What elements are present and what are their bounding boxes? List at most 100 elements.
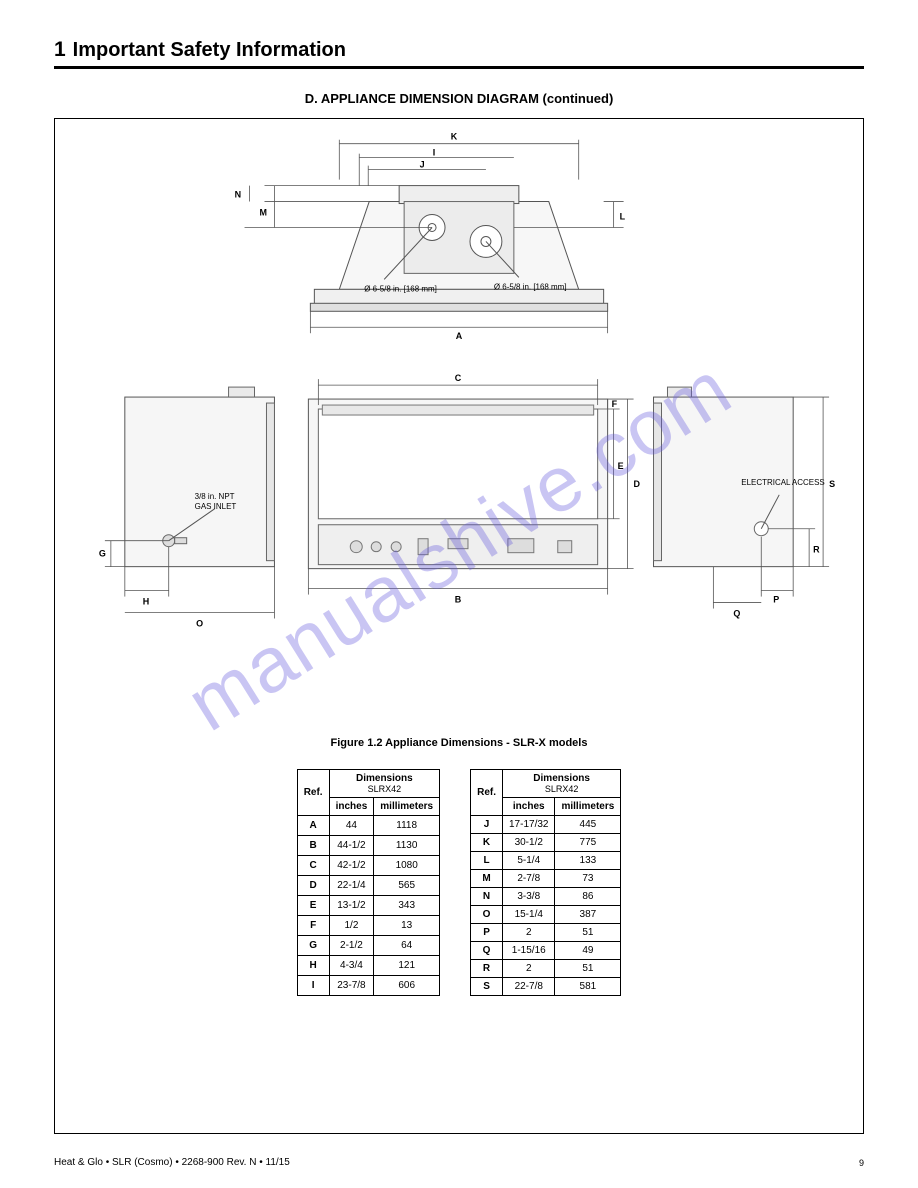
value-cell: 133: [555, 852, 621, 870]
value-cell: 2: [503, 960, 555, 978]
figure-frame: Ø 6-5/8 in. [168 mm] Ø 6-5/8 in. [168 mm…: [54, 118, 864, 1134]
table-row: P251: [471, 924, 621, 942]
value-cell: 565: [374, 876, 440, 896]
table-row: B44-1/21130: [297, 836, 439, 856]
footer-page-number: 9: [859, 1158, 864, 1168]
value-cell: 13: [374, 916, 440, 936]
value-cell: 387: [555, 906, 621, 924]
value-cell: 4-3/4: [329, 956, 374, 976]
value-cell: 49: [555, 942, 621, 960]
dim-Q: Q: [733, 609, 740, 619]
value-cell: 51: [555, 960, 621, 978]
dim-I: I: [433, 148, 436, 158]
ref-cell: L: [471, 852, 503, 870]
dim-E: E: [618, 461, 624, 471]
value-cell: 1118: [374, 816, 440, 836]
table-row: S22-7/8581: [471, 978, 621, 996]
table-row: O15-1/4387: [471, 906, 621, 924]
value-cell: 51: [555, 924, 621, 942]
value-cell: 44: [329, 816, 374, 836]
value-cell: 121: [374, 956, 440, 976]
value-cell: 42-1/2: [329, 856, 374, 876]
table-row: E13-1/2343: [297, 896, 439, 916]
ref-cell: D: [297, 876, 329, 896]
value-cell: 1080: [374, 856, 440, 876]
table-row: K30-1/2775: [471, 834, 621, 852]
svg-text:GAS INLET: GAS INLET: [195, 502, 237, 511]
value-cell: 23-7/8: [329, 976, 374, 996]
value-cell: 73: [555, 870, 621, 888]
value-cell: 343: [374, 896, 440, 916]
ref-cell: H: [297, 956, 329, 976]
value-cell: 445: [555, 816, 621, 834]
table-row: C42-1/21080: [297, 856, 439, 876]
table-row: G2-1/264: [297, 936, 439, 956]
dim-K: K: [451, 132, 458, 142]
dim-B: B: [455, 595, 462, 605]
section-number: 1: [54, 38, 66, 61]
dim-M: M: [259, 208, 266, 218]
dim-D: D: [634, 479, 641, 489]
value-cell: 5-1/4: [503, 852, 555, 870]
value-cell: 2-1/2: [329, 936, 374, 956]
ref-cell: A: [297, 816, 329, 836]
value-cell: 44-1/2: [329, 836, 374, 856]
ref-cell: F: [297, 916, 329, 936]
table-row: D22-1/4565: [297, 876, 439, 896]
table-row: N3-3/886: [471, 888, 621, 906]
ref-cell: I: [297, 976, 329, 996]
value-cell: 581: [555, 978, 621, 996]
value-cell: 1/2: [329, 916, 374, 936]
subsection-title: D. APPLIANCE DIMENSION DIAGRAM (continue…: [54, 91, 864, 106]
value-cell: 86: [555, 888, 621, 906]
value-cell: 64: [374, 936, 440, 956]
ref-cell: C: [297, 856, 329, 876]
table-row: F1/213: [297, 916, 439, 936]
ref-cell: R: [471, 960, 503, 978]
footer-left: Heat & Glo • SLR (Cosmo) • 2268-900 Rev.…: [54, 1157, 290, 1168]
value-cell: 775: [555, 834, 621, 852]
dim-G: G: [99, 549, 106, 559]
value-cell: 606: [374, 976, 440, 996]
dim-P: P: [773, 595, 779, 605]
value-cell: 3-3/8: [503, 888, 555, 906]
value-cell: 30-1/2: [503, 834, 555, 852]
value-cell: 2-7/8: [503, 870, 555, 888]
duct-right-dia: Ø 6-5/8 in. [168 mm]: [494, 282, 567, 291]
value-cell: 2: [503, 924, 555, 942]
value-cell: 13-1/2: [329, 896, 374, 916]
table-row: A441118: [297, 816, 439, 836]
dimension-tables: Ref. DimensionsSLRX42 inches millimeters…: [55, 769, 863, 996]
ref-cell: S: [471, 978, 503, 996]
ref-cell: G: [297, 936, 329, 956]
ref-cell: B: [297, 836, 329, 856]
dim-table-left: Ref. DimensionsSLRX42 inches millimeters…: [297, 769, 440, 996]
table-row: Q1-15/1649: [471, 942, 621, 960]
dim-A: A: [456, 331, 463, 341]
dim-N: N: [235, 190, 241, 200]
value-cell: 15-1/4: [503, 906, 555, 924]
dim-L: L: [620, 212, 626, 222]
table-row: L5-1/4133: [471, 852, 621, 870]
duct-left-dia: Ø 6-5/8 in. [168 mm]: [364, 284, 437, 293]
value-cell: 17-17/32: [503, 816, 555, 834]
section-header: 1 Important Safety Information: [54, 38, 864, 69]
ref-cell: P: [471, 924, 503, 942]
col-inches: inches: [329, 798, 374, 816]
dim-H: H: [143, 597, 149, 607]
value-cell: 1130: [374, 836, 440, 856]
ref-cell: E: [297, 896, 329, 916]
col-dims: DimensionsSLRX42: [329, 770, 440, 798]
dim-R: R: [813, 545, 820, 555]
value-cell: 22-7/8: [503, 978, 555, 996]
table-row: R251: [471, 960, 621, 978]
section-title: Important Safety Information: [73, 39, 346, 61]
value-cell: 1-15/16: [503, 942, 555, 960]
ref-cell: Q: [471, 942, 503, 960]
col-ref: Ref.: [471, 770, 503, 816]
table-row: M2-7/873: [471, 870, 621, 888]
col-mm: millimeters: [374, 798, 440, 816]
gas-inlet-label: 3/8 in. NPT: [195, 492, 235, 501]
figure-caption: Figure 1.2 Appliance Dimensions - SLR-X …: [55, 737, 863, 749]
ref-cell: N: [471, 888, 503, 906]
